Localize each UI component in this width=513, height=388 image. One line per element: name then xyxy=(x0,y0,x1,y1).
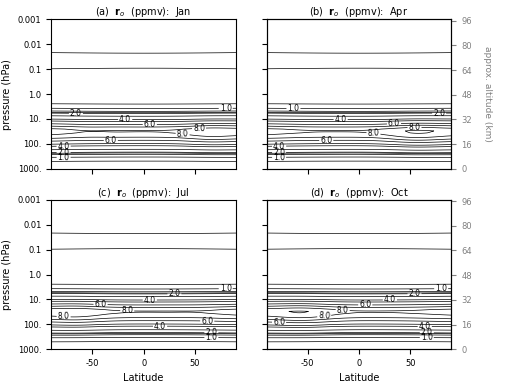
Text: 6.0: 6.0 xyxy=(320,136,332,145)
Text: 8.0: 8.0 xyxy=(176,129,189,139)
Text: 8.0: 8.0 xyxy=(337,305,349,315)
Y-axis label: pressure (hPa): pressure (hPa) xyxy=(3,59,12,130)
Text: 4.0: 4.0 xyxy=(334,115,347,124)
Text: 6.0: 6.0 xyxy=(94,300,107,309)
Text: 2.0: 2.0 xyxy=(168,289,181,298)
Text: 2.0: 2.0 xyxy=(408,289,421,298)
Text: 4.0: 4.0 xyxy=(144,296,156,305)
Text: 6.0: 6.0 xyxy=(201,316,213,326)
Text: 4.0: 4.0 xyxy=(384,295,396,305)
Title: (b)  $\mathbf{r}_o$  (ppmv):  Apr: (b) $\mathbf{r}_o$ (ppmv): Apr xyxy=(309,5,409,19)
Text: 2.0: 2.0 xyxy=(433,109,445,118)
Text: 6.0: 6.0 xyxy=(388,119,400,128)
X-axis label: Latitude: Latitude xyxy=(339,374,379,383)
Text: 6.0: 6.0 xyxy=(144,120,156,129)
Text: 1.0: 1.0 xyxy=(421,333,433,342)
Text: 4.0: 4.0 xyxy=(119,115,131,124)
Text: 1.0: 1.0 xyxy=(220,104,232,113)
Text: 8.0: 8.0 xyxy=(318,311,330,321)
Y-axis label: approx. altitude (km): approx. altitude (km) xyxy=(483,46,492,142)
Text: 4.0: 4.0 xyxy=(57,142,70,151)
Y-axis label: pressure (hPa): pressure (hPa) xyxy=(3,239,12,310)
Text: 8.0: 8.0 xyxy=(193,124,205,133)
Text: 4.0: 4.0 xyxy=(419,322,431,331)
Text: 1.0: 1.0 xyxy=(287,104,300,113)
Text: 1.0: 1.0 xyxy=(273,152,285,162)
Text: 8.0: 8.0 xyxy=(57,312,70,321)
Text: 6.0: 6.0 xyxy=(359,300,371,310)
Text: 8.0: 8.0 xyxy=(408,123,421,132)
Text: 1.0: 1.0 xyxy=(205,333,218,342)
Text: 1.0: 1.0 xyxy=(57,152,70,162)
Text: 2.0: 2.0 xyxy=(70,109,82,118)
Text: 6.0: 6.0 xyxy=(273,318,285,327)
Text: 2.0: 2.0 xyxy=(57,148,70,157)
Text: 1.0: 1.0 xyxy=(435,284,447,293)
Text: 2.0: 2.0 xyxy=(421,328,433,338)
Text: 4.0: 4.0 xyxy=(273,142,285,151)
Text: 8.0: 8.0 xyxy=(121,307,133,315)
Text: 4.0: 4.0 xyxy=(154,322,166,331)
Text: 8.0: 8.0 xyxy=(367,128,380,138)
Text: 1.0: 1.0 xyxy=(220,284,232,293)
Text: 2.0: 2.0 xyxy=(205,328,218,338)
Title: (d)  $\mathbf{r}_o$  (ppmv):  Oct: (d) $\mathbf{r}_o$ (ppmv): Oct xyxy=(310,186,408,200)
Text: 2.0: 2.0 xyxy=(273,148,285,157)
Title: (c)  $\mathbf{r}_o$  (ppmv):  Jul: (c) $\mathbf{r}_o$ (ppmv): Jul xyxy=(97,186,190,200)
X-axis label: Latitude: Latitude xyxy=(124,374,164,383)
Text: 6.0: 6.0 xyxy=(105,136,117,145)
Title: (a)  $\mathbf{r}_o$  (ppmv):  Jan: (a) $\mathbf{r}_o$ (ppmv): Jan xyxy=(95,5,192,19)
